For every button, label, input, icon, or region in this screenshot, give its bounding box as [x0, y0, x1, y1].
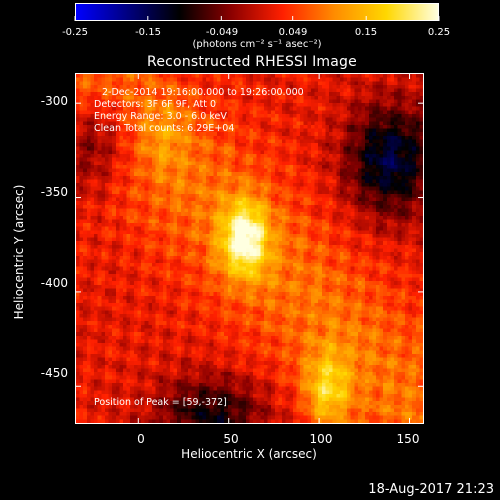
colorbar-tick-label: 0.25 [427, 27, 451, 38]
x-tick-label: 50 [223, 432, 239, 446]
x-axis-label: Heliocentric X (arcsec) [181, 447, 317, 461]
x-tick-label: 100 [309, 432, 333, 446]
clean-counts-label: Clean Total counts: 6.29E+04 [94, 123, 235, 134]
x-tick-label: 0 [137, 432, 145, 446]
energy-range-label: Energy Range: 3.0 - 6.0 keV [94, 111, 227, 122]
detectors-label: Detectors: 3F 6F 9F, Att 0 [94, 99, 217, 110]
y-tick-label: -400 [40, 276, 68, 290]
colorbar-tick-label: 0.049 [278, 27, 308, 38]
chart-title: Reconstructed RHESSI Image [147, 54, 357, 70]
colorbar [75, 3, 439, 21]
heatmap-plot-area: 2-Dec-2014 19:16:00.000 to 19:26:00.000 … [75, 73, 424, 424]
y-axis-label: Heliocentric Y (arcsec) [12, 184, 26, 320]
timestamp: 18-Aug-2017 21:23 [368, 482, 494, 497]
colorbar-tick-label: -0.15 [135, 27, 161, 38]
y-tick-label: -350 [40, 185, 68, 199]
y-tick-label: -450 [40, 366, 68, 380]
colorbar-tick-label: 0.15 [354, 27, 378, 38]
heatmap-image [76, 74, 423, 423]
colorbar-tick-label: -0.049 [205, 27, 239, 38]
colorbar-units: (photons cm⁻² s⁻¹ asec⁻²) [192, 39, 322, 50]
colorbar-tick-label: -0.25 [62, 27, 88, 38]
y-tick-label: -300 [40, 94, 68, 108]
time-range-label: 2-Dec-2014 19:16:00.000 to 19:26:00.000 [102, 87, 304, 98]
peak-position-label: Position of Peak = [59,-372] [94, 397, 227, 408]
x-tick-label: 150 [396, 432, 420, 446]
